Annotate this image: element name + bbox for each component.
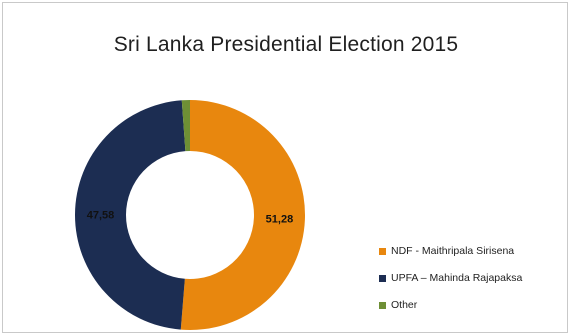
legend: NDF - Maithripala Sirisena UPFA – Mahind… <box>379 243 522 324</box>
data-label-upfa: 47,58 <box>87 210 115 222</box>
legend-item-other: Other <box>379 297 522 313</box>
data-label-ndf: 51,28 <box>266 214 294 226</box>
legend-label-other: Other <box>391 299 418 311</box>
slice-upfa <box>74 100 186 330</box>
legend-label-ndf: NDF - Maithripala Sirisena <box>391 245 515 257</box>
slice-other <box>181 100 190 152</box>
slice-ndf <box>180 100 305 330</box>
chart-title: Sri Lanka Presidential Election 2015 <box>113 33 459 56</box>
legend-swatch-other <box>379 301 386 309</box>
legend-item-upfa: UPFA – Mahinda Rajapaksa <box>379 270 522 286</box>
legend-swatch-upfa <box>379 274 386 282</box>
donut-chart: 51,28 47,58 <box>74 100 305 330</box>
legend-swatch-ndf <box>379 247 386 255</box>
legend-label-upfa: UPFA – Mahinda Rajapaksa <box>391 272 523 284</box>
chart-frame: Sri Lanka Presidential Election 2015 51,… <box>2 2 568 333</box>
legend-item-ndf: NDF - Maithripala Sirisena <box>379 243 522 259</box>
